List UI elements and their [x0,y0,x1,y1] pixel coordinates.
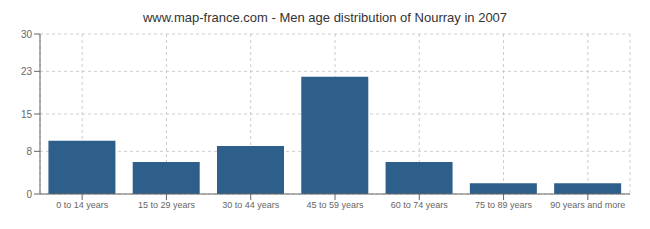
svg-text:15 to 29 years: 15 to 29 years [138,200,196,210]
svg-text:90 years and more: 90 years and more [550,200,625,210]
svg-text:8: 8 [26,146,32,157]
svg-text:0 to 14 years: 0 to 14 years [56,200,109,210]
svg-text:15: 15 [21,109,33,120]
svg-text:23: 23 [21,66,33,77]
svg-text:30: 30 [21,29,33,40]
html-text:www.map-france.com - Men age d: www.map-france.com - Men age distributio… [142,10,508,25]
svg-text:75 to 89 years: 75 to 89 years [475,200,533,210]
svg-text:60 to 74 years: 60 to 74 years [391,200,449,210]
svg-text:30 to 44 years: 30 to 44 years [222,200,280,210]
svg-text:45 to 59 years: 45 to 59 years [306,200,364,210]
svg-text:0: 0 [26,189,32,200]
